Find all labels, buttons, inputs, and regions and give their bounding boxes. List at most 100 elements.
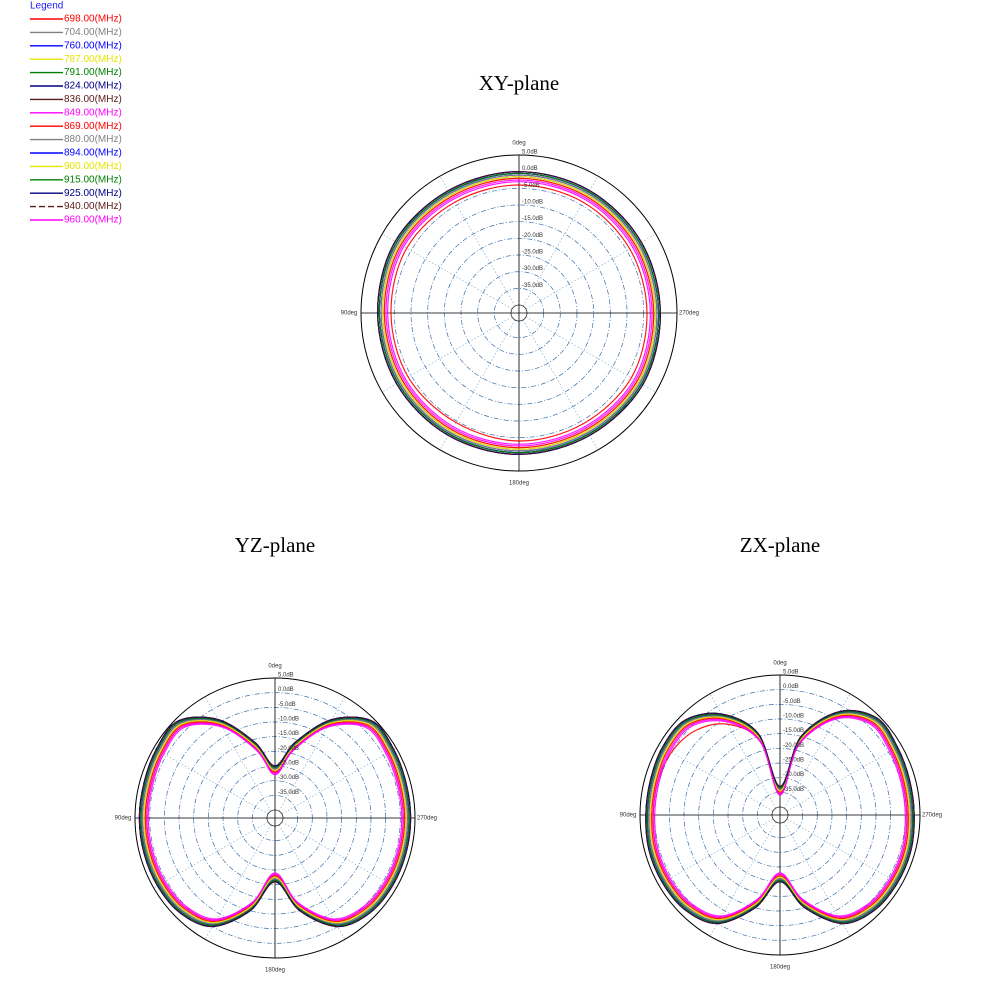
pattern-line: [385, 179, 653, 447]
r-tick-label: -10.0dB: [783, 714, 804, 720]
legend-label: 869.00(MHz): [64, 121, 122, 132]
spoke: [439, 176, 516, 307]
spoke: [382, 233, 513, 310]
pattern-line: [140, 717, 410, 926]
spoke: [281, 747, 397, 815]
legend-label: 894.00(MHz): [64, 148, 122, 159]
pattern-line: [646, 711, 914, 923]
spoke: [153, 821, 269, 889]
r-tick-label: 5.0dB: [278, 673, 294, 679]
pattern-line: [143, 720, 407, 924]
pattern-line: [141, 718, 409, 925]
r-tick-label: -10.0dB: [278, 717, 299, 723]
r-tick-label: -25.0dB: [278, 761, 299, 767]
r-tick-label: -20.0dB: [278, 746, 299, 752]
legend-label: 940.00(MHz): [64, 201, 122, 212]
pattern-line: [380, 174, 658, 452]
legend-title: Legend: [30, 1, 63, 12]
angle-label: 270deg: [679, 311, 699, 317]
r-tick-label: 0.0dB: [522, 166, 538, 172]
legend-label: 880.00(MHz): [64, 134, 122, 145]
spoke: [525, 233, 656, 310]
spoke: [281, 821, 397, 889]
angle-label: 0deg: [773, 661, 786, 667]
legend-label: 925.00(MHz): [64, 188, 122, 199]
pattern-line: [390, 184, 648, 442]
spoke: [709, 693, 777, 809]
angle-label: 270deg: [417, 816, 437, 822]
spoke: [525, 316, 656, 393]
pattern-line: [654, 717, 906, 917]
r-tick-label: -5.0dB: [522, 183, 540, 189]
spoke: [278, 824, 346, 940]
legend-label: 698.00(MHz): [64, 14, 122, 25]
legend-label: 760.00(MHz): [64, 40, 122, 51]
pattern-line: [146, 722, 404, 921]
angle-label: 180deg: [770, 965, 790, 971]
legend-label: 836.00(MHz): [64, 94, 122, 105]
spoke: [783, 821, 851, 937]
r-tick-label: -10.0dB: [522, 200, 543, 206]
spoke: [658, 818, 774, 886]
pattern-line: [138, 716, 412, 928]
pattern-line: [649, 713, 911, 921]
r-tick-label: -35.0dB: [522, 283, 543, 289]
polar-chart: -35.0dB -30.0dB -25.0dB -20.0dB -15.0dB -10.0…: [620, 661, 942, 971]
pattern-line: [147, 723, 403, 920]
angle-label: 90deg: [115, 816, 132, 822]
spoke: [786, 818, 902, 886]
legend-label: 900.00(MHz): [64, 161, 122, 172]
chart-title: YZ-plane: [235, 533, 315, 557]
angle-label: 0deg: [512, 141, 525, 147]
legend-label: 704.00(MHz): [64, 27, 122, 38]
spoke: [439, 319, 516, 450]
angle-label: 0deg: [268, 664, 281, 670]
r-tick-label: 5.0dB: [522, 150, 538, 156]
angle-label: 90deg: [341, 311, 358, 317]
r-tick-label: -20.0dB: [522, 233, 543, 239]
legend-label: 960.00(MHz): [64, 215, 122, 226]
r-tick-label: -15.0dB: [522, 216, 543, 222]
spoke: [522, 319, 599, 450]
r-tick-label: 5.0dB: [783, 670, 799, 676]
r-tick-label: -20.0dB: [783, 743, 804, 749]
r-tick-label: -30.0dB: [783, 772, 804, 778]
polar-chart: -35.0dB -30.0dB -25.0dB -20.0dB -15.0dB -10.0…: [115, 664, 437, 974]
angle-label: 180deg: [265, 968, 285, 974]
pattern-line: [648, 712, 912, 922]
spoke: [153, 747, 269, 815]
pattern-line: [652, 715, 908, 918]
pattern-line: [383, 177, 655, 449]
r-tick-label: -30.0dB: [278, 775, 299, 781]
pattern-line: [645, 709, 915, 925]
angle-label: 270deg: [922, 813, 942, 819]
pattern-line: [651, 714, 909, 920]
spoke: [382, 316, 513, 393]
spoke: [278, 696, 346, 812]
chart-title: XY-plane: [479, 71, 559, 95]
spoke: [522, 176, 599, 307]
pattern-line: [144, 721, 406, 923]
r-tick-label: -25.0dB: [522, 250, 543, 256]
angle-label: 90deg: [620, 813, 637, 819]
spoke: [658, 744, 774, 812]
legend-label: 824.00(MHz): [64, 81, 122, 92]
r-tick-label: 0.0dB: [783, 684, 799, 690]
r-tick-label: 0.0dB: [278, 687, 294, 693]
legend-label: 849.00(MHz): [64, 107, 122, 118]
spoke: [204, 696, 272, 812]
pattern-line: [378, 172, 660, 454]
legend-label: 791.00(MHz): [64, 67, 122, 78]
pattern-line: [382, 176, 656, 450]
spoke: [786, 744, 902, 812]
polar-chart: -35.0dB -30.0dB -25.0dB -20.0dB -15.0dB -10.0…: [341, 141, 699, 487]
angle-label: 180deg: [509, 481, 529, 487]
r-tick-label: -25.0dB: [783, 758, 804, 764]
pattern-line: [387, 181, 651, 445]
legend-label: 787.00(MHz): [64, 54, 122, 65]
r-tick-label: -35.0dB: [278, 790, 299, 796]
r-tick-label: -5.0dB: [783, 699, 801, 705]
legend-label: 915.00(MHz): [64, 174, 122, 185]
chart-title: ZX-plane: [740, 533, 820, 557]
